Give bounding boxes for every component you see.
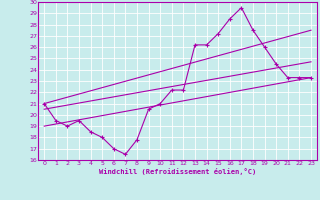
X-axis label: Windchill (Refroidissement éolien,°C): Windchill (Refroidissement éolien,°C) [99,168,256,175]
